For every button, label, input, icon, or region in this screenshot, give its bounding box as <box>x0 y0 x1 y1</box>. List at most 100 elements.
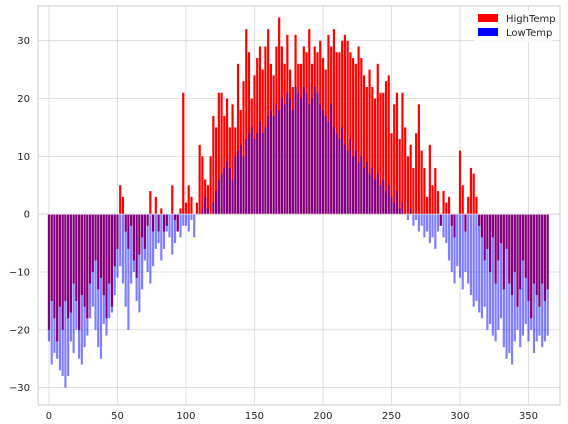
bar-hightemp-260 <box>404 127 407 215</box>
bar-lowtemp-0 <box>47 214 51 342</box>
bar-hightemp-90 <box>171 185 174 215</box>
bar-hightemp-116 <box>206 185 209 215</box>
bar-lowtemp-44 <box>108 214 111 319</box>
bar-lowtemp-114 <box>204 196 207 215</box>
bar-lowtemp-320 <box>486 214 489 330</box>
bar-lowtemp-344 <box>519 214 522 348</box>
bar-lowtemp-152 <box>256 133 259 215</box>
y-tick-label--20: −20 <box>9 325 30 336</box>
bar-lowtemp-324 <box>491 214 494 336</box>
bar-lowtemp-174 <box>286 92 289 215</box>
x-tick-label-0: 0 <box>46 411 52 422</box>
bar-lowtemp-332 <box>502 214 505 348</box>
bar-hightemp-252 <box>393 104 396 215</box>
bar-lowtemp-178 <box>291 110 294 215</box>
bar-hightemp-210 <box>335 52 338 215</box>
bar-lowtemp-4 <box>53 214 56 353</box>
bar-hightemp-250 <box>390 133 393 215</box>
bar-hightemp-306 <box>467 196 470 215</box>
bar-lowtemp-192 <box>310 98 314 215</box>
bar-hightemp-234 <box>368 69 371 215</box>
bar-lowtemp-190 <box>308 104 311 215</box>
bar-lowtemp-144 <box>245 139 248 215</box>
series-lowtemp <box>47 86 549 388</box>
bar-hightemp-292 <box>447 196 451 215</box>
bar-lowtemp-304 <box>464 214 467 272</box>
bar-lowtemp-56 <box>124 214 127 307</box>
bar-hightemp-226 <box>357 46 360 215</box>
bar-lowtemp-98 <box>182 214 185 226</box>
bar-lowtemp-340 <box>513 214 516 342</box>
bar-lowtemp-286 <box>439 214 442 226</box>
bar-lowtemp-68 <box>141 214 144 290</box>
bar-hightemp-138 <box>236 63 240 215</box>
bar-lowtemp-358 <box>538 214 541 336</box>
y-tick-label-20: 20 <box>17 94 30 105</box>
bar-lowtemp-322 <box>489 214 492 325</box>
bar-lowtemp-10 <box>61 214 64 377</box>
bar-lowtemp-268 <box>415 214 418 220</box>
bar-lowtemp-94 <box>176 214 179 232</box>
bar-lowtemp-28 <box>86 214 89 336</box>
bar-lowtemp-194 <box>313 86 316 215</box>
bar-lowtemp-188 <box>305 92 308 215</box>
bar-lowtemp-136 <box>234 156 237 215</box>
bar-lowtemp-156 <box>261 133 264 215</box>
bar-lowtemp-154 <box>258 121 262 215</box>
bar-lowtemp-336 <box>508 214 511 353</box>
bar-lowtemp-104 <box>190 214 193 220</box>
bar-hightemp-302 <box>461 185 464 215</box>
bar-lowtemp-204 <box>327 121 330 215</box>
bar-lowtemp-360 <box>541 214 544 348</box>
bar-hightemp-218 <box>346 40 349 215</box>
bar-lowtemp-244 <box>382 179 385 215</box>
bar-hightemp-82 <box>160 208 163 215</box>
bar-lowtemp-312 <box>475 214 478 301</box>
x-tick-label-300: 300 <box>450 411 469 422</box>
x-tick-label-150: 150 <box>245 411 264 422</box>
bar-lowtemp-18 <box>72 214 75 353</box>
bar-lowtemp-330 <box>499 214 503 319</box>
bar-lowtemp-42 <box>105 214 108 336</box>
bar-lowtemp-302 <box>461 214 464 290</box>
bar-lowtemp-74 <box>149 214 152 284</box>
bar-lowtemp-196 <box>316 92 319 215</box>
bar-lowtemp-226 <box>357 162 360 215</box>
bar-lowtemp-238 <box>373 179 377 215</box>
bar-lowtemp-58 <box>127 214 130 330</box>
bar-lowtemp-334 <box>505 214 508 359</box>
y-tick-labels: −30 −20 −10 0 10 20 30 <box>9 36 30 394</box>
bar-lowtemp-346 <box>521 214 525 336</box>
bar-hightemp-100 <box>184 202 188 215</box>
x-tick-label-200: 200 <box>313 411 332 422</box>
bar-lowtemp-76 <box>151 214 155 267</box>
bar-hightemp-254 <box>395 92 399 215</box>
bar-hightemp-276 <box>426 196 429 215</box>
bar-hightemp-300 <box>458 150 462 215</box>
bar-hightemp-280 <box>431 185 434 215</box>
legend: HighTemp LowTemp <box>474 10 556 42</box>
bar-lowtemp-200 <box>321 110 325 215</box>
bar-lowtemp-236 <box>371 167 374 215</box>
bar-lowtemp-364 <box>546 214 549 336</box>
bar-lowtemp-248 <box>387 185 390 215</box>
bar-lowtemp-164 <box>272 115 275 215</box>
bar-lowtemp-132 <box>228 167 231 215</box>
bar-lowtemp-234 <box>368 173 371 215</box>
x-tick-label-350: 350 <box>519 411 538 422</box>
bar-lowtemp-54 <box>121 214 125 284</box>
bar-hightemp-144 <box>245 29 248 215</box>
bar-hightemp-264 <box>409 144 412 215</box>
bar-lowtemp-318 <box>483 214 486 307</box>
bar-lowtemp-290 <box>445 214 448 244</box>
bar-hightemp-102 <box>187 185 190 215</box>
bar-lowtemp-2 <box>50 214 53 365</box>
bar-lowtemp-70 <box>143 214 146 261</box>
bar-lowtemp-24 <box>80 214 83 365</box>
bar-lowtemp-294 <box>450 214 453 272</box>
bar-hightemp-240 <box>376 63 379 215</box>
bar-hightemp-266 <box>412 167 415 215</box>
bar-lowtemp-314 <box>478 214 481 313</box>
bar-lowtemp-88 <box>168 214 171 238</box>
bar-hightemp-244 <box>382 92 385 215</box>
